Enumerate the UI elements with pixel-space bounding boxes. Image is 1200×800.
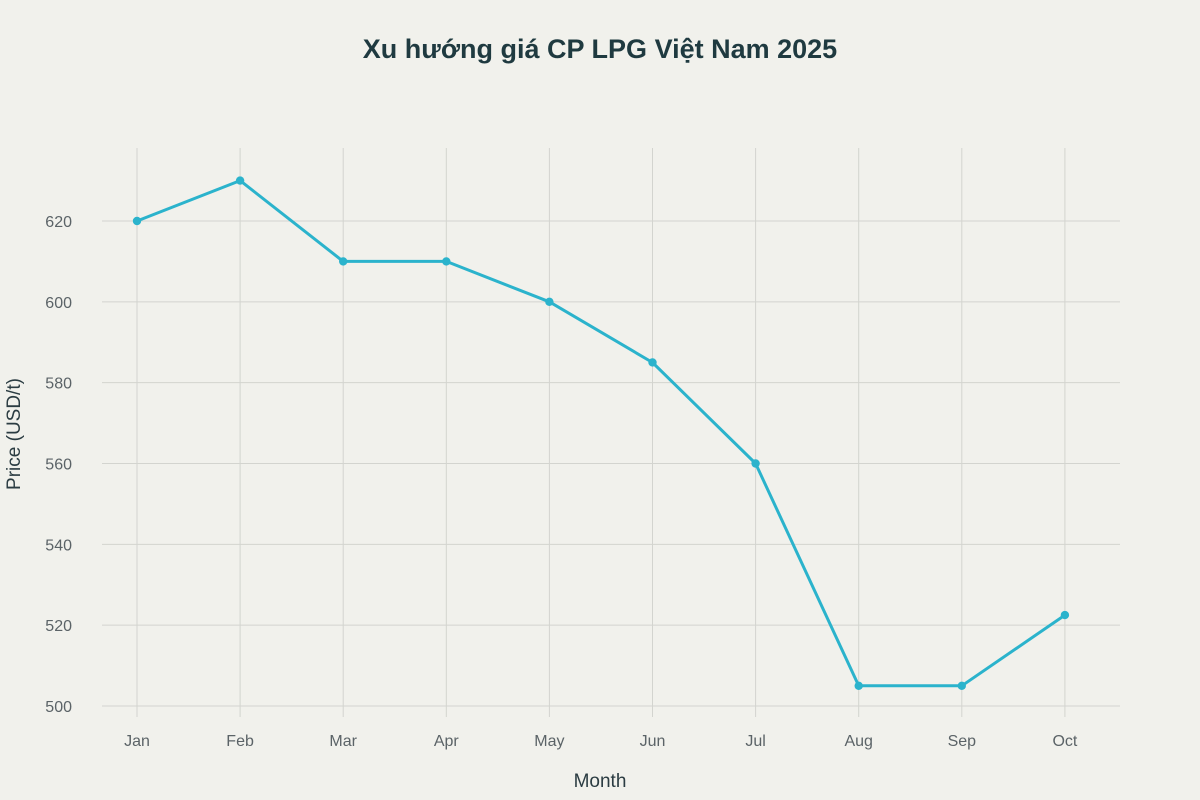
data-point bbox=[957, 681, 966, 690]
grid bbox=[102, 148, 1120, 717]
data-point bbox=[235, 176, 245, 185]
y-tick-label: 560 bbox=[45, 457, 72, 474]
x-tick-label: Jan bbox=[124, 733, 150, 750]
x-tick-label: Apr bbox=[434, 733, 460, 750]
x-tick-label: Mar bbox=[329, 733, 357, 750]
x-tick-label: May bbox=[534, 733, 564, 750]
x-tick-label: Feb bbox=[226, 733, 254, 750]
y-tick-label: 500 bbox=[45, 699, 72, 716]
y-axis-title: Price (USD/t) bbox=[4, 378, 25, 490]
data-point bbox=[339, 257, 348, 266]
data-point bbox=[132, 216, 142, 226]
data-point bbox=[854, 681, 863, 690]
data-point bbox=[751, 459, 760, 468]
series bbox=[132, 176, 1070, 690]
x-axis-title: Month bbox=[574, 771, 627, 792]
x-axis-ticks: Jan Feb Mar Apr May Jun Jul Aug Sep Oct bbox=[124, 733, 1078, 750]
data-point bbox=[545, 297, 554, 307]
series-line bbox=[135, 179, 1067, 688]
data-point bbox=[1060, 610, 1070, 620]
data-point bbox=[648, 358, 657, 367]
x-tick-label: Jun bbox=[640, 733, 666, 750]
x-tick-label: Jul bbox=[745, 733, 765, 750]
y-axis-ticks: 500 520 540 560 580 600 620 bbox=[45, 214, 72, 716]
x-tick-label: Aug bbox=[844, 733, 872, 750]
y-tick-label: 580 bbox=[45, 376, 72, 393]
y-tick-label: 620 bbox=[45, 214, 72, 231]
y-tick-label: 600 bbox=[45, 295, 72, 312]
y-tick-label: 540 bbox=[45, 537, 72, 554]
y-tick-label: 520 bbox=[45, 618, 72, 635]
x-tick-label: Sep bbox=[948, 733, 977, 750]
chart-title: Xu hướng giá CP LPG Việt Nam 2025 bbox=[363, 34, 837, 64]
data-point bbox=[442, 257, 451, 266]
x-tick-label: Oct bbox=[1052, 733, 1077, 750]
